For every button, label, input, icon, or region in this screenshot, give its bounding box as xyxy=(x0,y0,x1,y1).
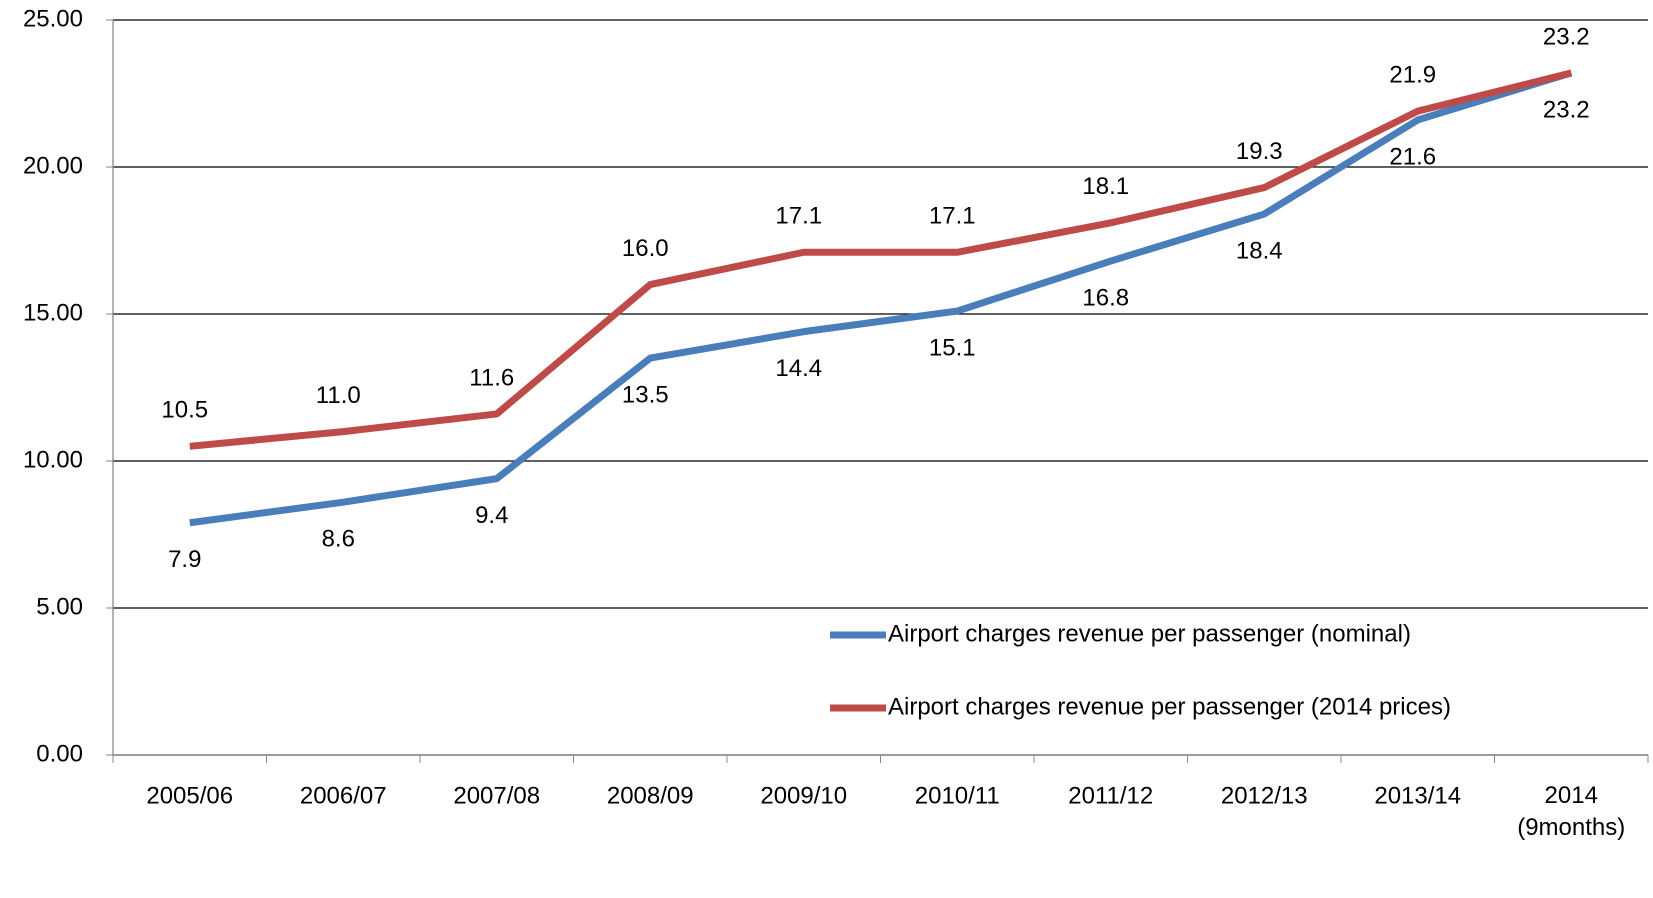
data-label: 7.9 xyxy=(168,546,201,573)
data-label: 14.4 xyxy=(775,355,822,382)
x-tick-label: 2010/11 xyxy=(915,782,1000,809)
data-label: 11.6 xyxy=(469,364,514,391)
series-line xyxy=(189,69,1573,527)
x-tick-label: 2009/10 xyxy=(760,782,847,809)
data-label: 15.1 xyxy=(929,334,976,361)
x-tick-label: 2011/12 xyxy=(1068,782,1153,809)
y-tick-label: 0.00 xyxy=(36,740,83,767)
data-label: 17.1 xyxy=(775,203,822,230)
series-line xyxy=(189,69,1573,450)
x-tick-label: 2014 (9months) xyxy=(1517,782,1625,841)
data-label: 16.0 xyxy=(622,235,669,262)
x-tick-label: 2013/14 xyxy=(1374,782,1461,809)
x-tick-label: 2005/06 xyxy=(146,782,233,809)
data-label: 19.3 xyxy=(1236,138,1283,165)
data-label: 21.9 xyxy=(1389,61,1436,88)
data-label: 16.8 xyxy=(1082,284,1129,311)
data-label: 17.1 xyxy=(929,203,976,230)
x-tick-label: 2007/08 xyxy=(453,782,540,809)
data-label: 23.2 xyxy=(1543,23,1590,50)
x-tick-label: 2008/09 xyxy=(607,782,694,809)
data-label: 18.4 xyxy=(1236,237,1283,264)
x-tick-label: 2012/13 xyxy=(1221,782,1308,809)
data-label: 18.1 xyxy=(1082,173,1129,200)
y-tick-label: 10.00 xyxy=(23,446,83,473)
y-tick-label: 5.00 xyxy=(36,593,83,620)
y-tick-label: 25.00 xyxy=(23,5,83,32)
data-label: 8.6 xyxy=(322,526,355,553)
x-tick-label: 2006/07 xyxy=(300,782,387,809)
data-label: 13.5 xyxy=(622,381,669,408)
data-label: 11.0 xyxy=(316,382,361,409)
data-label: 23.2 xyxy=(1543,96,1590,123)
data-label: 10.5 xyxy=(161,397,208,424)
legend-label: Airport charges revenue per passenger (n… xyxy=(888,620,1411,647)
data-label: 21.6 xyxy=(1389,143,1436,170)
data-label: 9.4 xyxy=(475,502,508,529)
legend-label: Airport charges revenue per passenger (2… xyxy=(888,693,1451,720)
y-tick-label: 20.00 xyxy=(23,152,83,179)
y-tick-label: 15.00 xyxy=(23,299,83,326)
